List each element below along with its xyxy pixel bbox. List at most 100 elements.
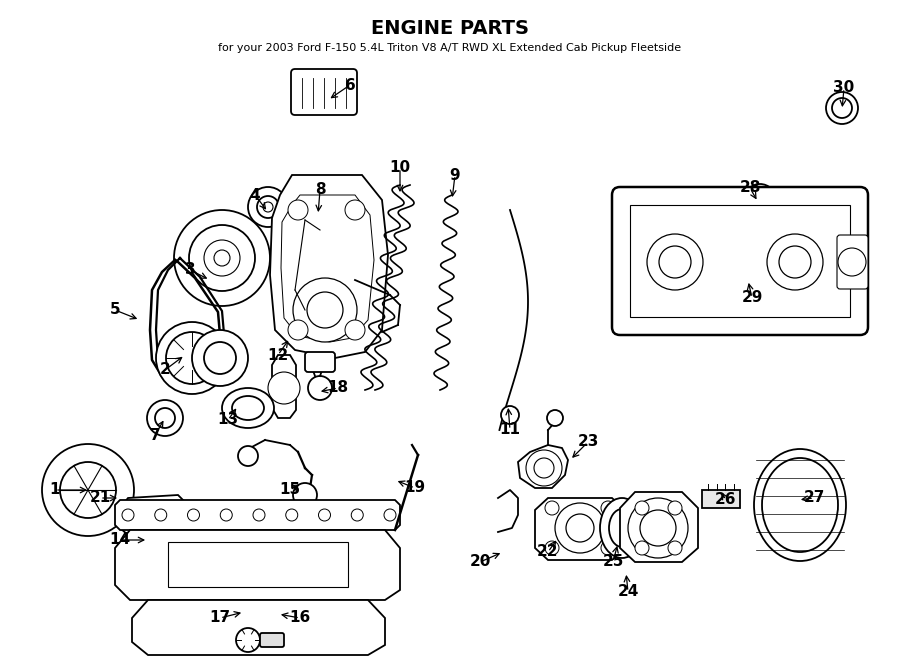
Circle shape <box>155 509 166 521</box>
Text: ENGINE PARTS: ENGINE PARTS <box>371 19 529 38</box>
Circle shape <box>668 541 682 555</box>
Circle shape <box>60 462 116 518</box>
Circle shape <box>601 501 615 515</box>
Circle shape <box>248 187 288 227</box>
FancyBboxPatch shape <box>305 352 335 372</box>
Ellipse shape <box>232 396 264 420</box>
Ellipse shape <box>609 509 635 547</box>
Polygon shape <box>115 500 400 530</box>
Text: 24: 24 <box>617 584 639 600</box>
Circle shape <box>501 406 519 424</box>
Circle shape <box>668 501 682 515</box>
Text: 8: 8 <box>315 182 325 198</box>
Circle shape <box>826 92 858 124</box>
Circle shape <box>187 509 200 521</box>
Circle shape <box>308 376 332 400</box>
Text: 26: 26 <box>716 492 737 508</box>
Circle shape <box>166 332 218 384</box>
Circle shape <box>779 246 811 278</box>
Circle shape <box>288 200 308 220</box>
Text: 6: 6 <box>345 77 356 93</box>
Text: 9: 9 <box>450 167 460 182</box>
Circle shape <box>751 191 769 209</box>
Text: 19: 19 <box>404 481 426 496</box>
Circle shape <box>204 240 240 276</box>
Polygon shape <box>281 195 374 342</box>
Text: for your 2003 Ford F-150 5.4L Triton V8 A/T RWD XL Extended Cab Pickup Fleetside: for your 2003 Ford F-150 5.4L Triton V8 … <box>219 43 681 53</box>
Circle shape <box>42 444 134 536</box>
Circle shape <box>263 202 273 212</box>
Polygon shape <box>120 495 185 535</box>
Text: 17: 17 <box>210 611 230 625</box>
Circle shape <box>238 446 258 466</box>
Circle shape <box>286 509 298 521</box>
Text: 16: 16 <box>290 611 310 625</box>
Text: 23: 23 <box>577 434 598 449</box>
Text: 11: 11 <box>500 422 520 438</box>
Bar <box>168 542 348 587</box>
Text: 12: 12 <box>267 348 289 362</box>
Text: 10: 10 <box>390 161 410 176</box>
Text: 15: 15 <box>279 483 301 498</box>
Circle shape <box>640 510 676 546</box>
Circle shape <box>155 408 175 428</box>
Circle shape <box>156 322 228 394</box>
Circle shape <box>545 501 559 515</box>
Circle shape <box>534 458 554 478</box>
Circle shape <box>236 628 260 652</box>
Circle shape <box>744 184 776 216</box>
Text: 2: 2 <box>159 362 170 377</box>
Text: 5: 5 <box>110 303 121 317</box>
Polygon shape <box>535 498 625 560</box>
Circle shape <box>345 200 365 220</box>
Circle shape <box>204 342 236 374</box>
Circle shape <box>351 509 364 521</box>
FancyBboxPatch shape <box>260 633 284 647</box>
Text: 27: 27 <box>804 490 824 506</box>
Text: 14: 14 <box>110 533 130 547</box>
Circle shape <box>319 509 330 521</box>
Polygon shape <box>272 355 296 418</box>
Circle shape <box>174 210 270 306</box>
FancyBboxPatch shape <box>612 187 868 335</box>
Bar <box>702 490 740 508</box>
Text: 29: 29 <box>742 290 762 305</box>
Text: 13: 13 <box>218 412 238 428</box>
Text: 28: 28 <box>739 180 760 196</box>
Circle shape <box>566 514 594 542</box>
Circle shape <box>214 250 230 266</box>
Circle shape <box>547 410 563 426</box>
Circle shape <box>767 234 823 290</box>
Circle shape <box>122 509 134 521</box>
Circle shape <box>189 225 255 291</box>
Circle shape <box>635 541 649 555</box>
Text: 18: 18 <box>328 381 348 395</box>
Ellipse shape <box>600 498 644 558</box>
Text: 4: 4 <box>249 188 260 202</box>
Circle shape <box>555 503 605 553</box>
Polygon shape <box>270 175 388 358</box>
Circle shape <box>293 483 317 507</box>
Text: 25: 25 <box>602 555 624 570</box>
Text: 30: 30 <box>833 81 855 95</box>
Circle shape <box>601 541 615 555</box>
Circle shape <box>545 541 559 555</box>
Ellipse shape <box>762 458 838 552</box>
Bar <box>630 205 850 317</box>
Circle shape <box>659 246 691 278</box>
Circle shape <box>147 400 183 436</box>
Polygon shape <box>518 445 568 488</box>
Circle shape <box>838 248 866 276</box>
Circle shape <box>268 372 300 404</box>
Circle shape <box>307 292 343 328</box>
FancyBboxPatch shape <box>837 235 868 289</box>
FancyBboxPatch shape <box>291 69 357 115</box>
Circle shape <box>257 196 279 218</box>
Text: 1: 1 <box>50 483 60 498</box>
Circle shape <box>220 509 232 521</box>
Text: 20: 20 <box>469 555 491 570</box>
Ellipse shape <box>754 449 846 561</box>
Polygon shape <box>620 492 698 562</box>
Circle shape <box>635 501 649 515</box>
Circle shape <box>192 330 248 386</box>
